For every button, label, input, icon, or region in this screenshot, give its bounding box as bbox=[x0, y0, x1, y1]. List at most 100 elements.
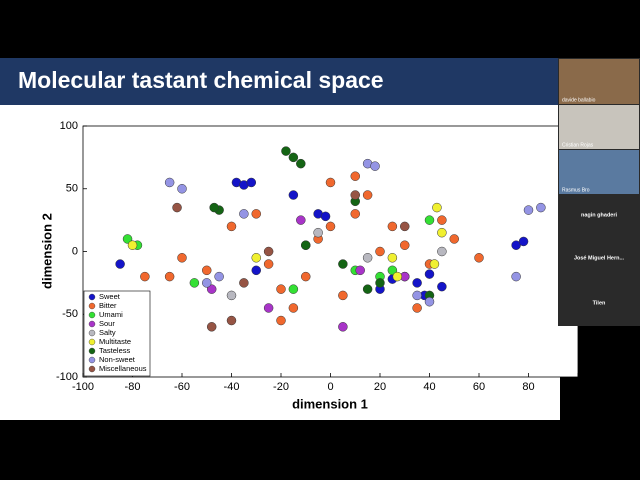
point bbox=[239, 209, 249, 219]
y-tick-label: 100 bbox=[60, 120, 78, 132]
participant-name: José Miguel Hern... bbox=[574, 255, 625, 261]
y-tick-label: 0 bbox=[72, 245, 78, 257]
legend-label: Tasteless bbox=[99, 346, 131, 355]
point bbox=[122, 234, 133, 244]
point bbox=[350, 209, 360, 219]
x-tick-label: 60 bbox=[473, 381, 485, 393]
point bbox=[301, 271, 311, 282]
x-tick-label: 40 bbox=[423, 381, 435, 393]
x-tick-label: 0 bbox=[327, 381, 333, 393]
point bbox=[296, 215, 306, 225]
point bbox=[172, 202, 182, 213]
point bbox=[375, 278, 385, 288]
point bbox=[263, 303, 274, 313]
point bbox=[263, 246, 274, 257]
legend-marker bbox=[88, 320, 96, 328]
point bbox=[313, 227, 323, 238]
point bbox=[226, 221, 237, 232]
point bbox=[338, 259, 348, 269]
point bbox=[387, 265, 398, 276]
point bbox=[511, 240, 521, 250]
point bbox=[350, 171, 360, 181]
point bbox=[387, 221, 398, 232]
x-axis-label: dimension 1 bbox=[292, 396, 368, 411]
point bbox=[511, 271, 521, 282]
legend-marker bbox=[88, 302, 96, 310]
point bbox=[206, 322, 217, 332]
point bbox=[400, 240, 410, 250]
legend-marker bbox=[88, 347, 96, 355]
point bbox=[387, 253, 398, 263]
point bbox=[424, 269, 435, 279]
plot-area bbox=[82, 125, 579, 378]
point bbox=[209, 202, 219, 213]
point bbox=[412, 303, 422, 313]
point bbox=[424, 296, 435, 307]
y-tick-label: -50 bbox=[62, 308, 78, 320]
point bbox=[140, 271, 150, 282]
legend-label: Miscellaneous bbox=[99, 364, 147, 373]
point bbox=[536, 202, 546, 213]
point bbox=[115, 259, 125, 269]
x-tick-label: 100 bbox=[569, 381, 587, 393]
x-tick-label: -20 bbox=[273, 381, 289, 393]
point bbox=[449, 234, 459, 244]
point bbox=[523, 205, 534, 215]
point bbox=[437, 215, 447, 225]
point bbox=[276, 315, 286, 326]
legend-label: Sweet bbox=[99, 292, 121, 301]
legend-label: Non-sweet bbox=[99, 355, 136, 364]
legend-marker bbox=[88, 293, 96, 301]
point bbox=[288, 284, 299, 294]
point bbox=[251, 265, 261, 276]
point bbox=[177, 253, 187, 263]
slide-title-bar bbox=[0, 58, 560, 105]
participant-name: Cristian Rojas bbox=[562, 142, 594, 148]
x-tick-label: 80 bbox=[522, 381, 534, 393]
y-tick-label: 50 bbox=[66, 183, 78, 195]
video-tile bbox=[559, 150, 639, 194]
slide-title: Molecular tastant chemical space bbox=[18, 67, 384, 93]
participant-name: nagin ghaderi bbox=[581, 212, 618, 218]
participant-name: Tilen bbox=[593, 300, 606, 306]
point bbox=[350, 190, 360, 200]
y-tick-label: -100 bbox=[56, 371, 78, 383]
point bbox=[362, 284, 373, 294]
point bbox=[127, 240, 138, 250]
point bbox=[338, 322, 348, 332]
point bbox=[400, 221, 410, 232]
legend-label: Salty bbox=[99, 328, 116, 337]
point bbox=[276, 284, 286, 294]
point bbox=[518, 236, 529, 247]
point bbox=[301, 240, 311, 250]
point bbox=[325, 221, 336, 232]
point bbox=[246, 177, 257, 188]
point bbox=[288, 303, 299, 313]
legend-marker bbox=[88, 338, 96, 346]
point bbox=[251, 209, 261, 219]
point bbox=[202, 278, 212, 288]
participant-name: Rasmus Bro bbox=[562, 187, 590, 193]
point bbox=[325, 177, 336, 188]
point bbox=[370, 161, 380, 171]
x-tick-label: -80 bbox=[125, 381, 141, 393]
point bbox=[206, 284, 217, 294]
point bbox=[177, 184, 187, 194]
legend-label: Umami bbox=[99, 310, 123, 319]
point bbox=[164, 177, 175, 188]
point bbox=[226, 290, 237, 301]
legend-marker bbox=[88, 365, 96, 373]
point bbox=[288, 190, 299, 200]
point bbox=[432, 202, 442, 213]
point bbox=[338, 290, 348, 301]
point bbox=[412, 278, 422, 288]
point bbox=[474, 253, 484, 263]
point bbox=[424, 215, 435, 225]
point bbox=[214, 271, 224, 282]
participant-name: davide ballabio bbox=[562, 97, 596, 103]
point bbox=[429, 259, 440, 269]
legend-label: Bitter bbox=[99, 301, 117, 310]
point bbox=[239, 278, 249, 288]
point bbox=[392, 271, 403, 282]
